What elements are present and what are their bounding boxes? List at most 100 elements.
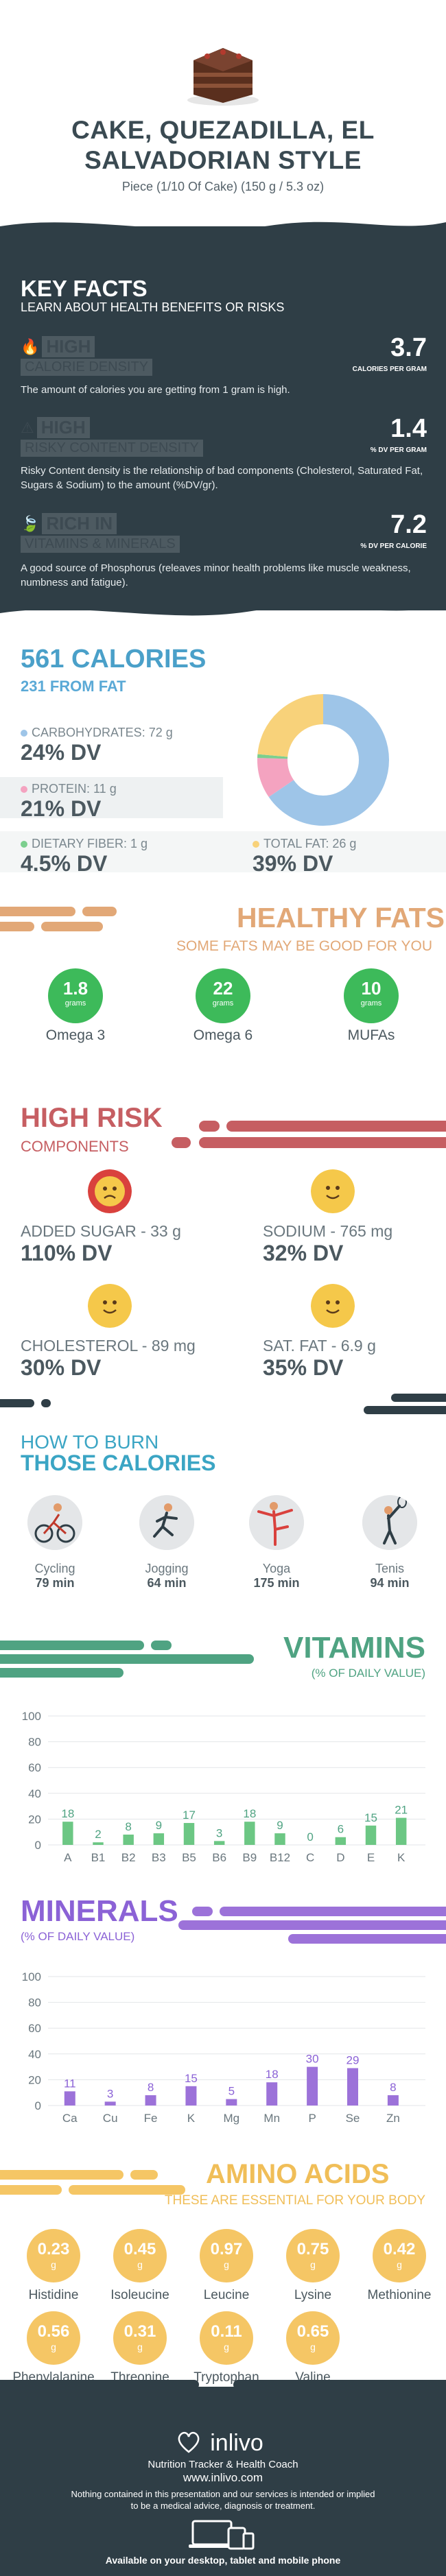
bar-value-label: 0: [307, 1830, 313, 1844]
bar-B5: [183, 1823, 195, 1845]
bar-value-label: 5: [228, 2085, 235, 2098]
y-tick-label: 20: [28, 2073, 41, 2086]
sad-face-icon: [88, 1169, 132, 1213]
vitamins-bar-chart: 0 20 40 60 80 100 18 A 2 B1 8 B2 9 B3 17 B5 3 B6 18 B9 9 B12 0…: [22, 1710, 425, 1864]
bar-B6: [213, 1841, 225, 1845]
amino-title: AMINO ACIDS: [206, 2159, 390, 2189]
bar-value-label: 6: [338, 1823, 344, 1836]
tennis-icon: [362, 1495, 417, 1550]
calories-from-fat: 231 FROM FAT: [21, 678, 126, 695]
amino-isoleucine: 0.45 g Isoleucine: [95, 2229, 185, 2303]
amino-value: 0.42: [383, 2240, 416, 2258]
yoga-icon: [249, 1495, 304, 1550]
bar-value-label: 2: [95, 1828, 101, 1841]
calories-donut-chart: [257, 694, 389, 826]
amino-lysine: 0.75 g Lysine: [268, 2229, 357, 2303]
activity-cycling: Cycling 79 min: [14, 1495, 96, 1590]
bar-value-label: 11: [64, 2077, 76, 2090]
footer-url[interactable]: www.inlivo.com: [183, 2471, 263, 2484]
x-tick-label: B3: [152, 1851, 166, 1864]
amino-circle: 0.65 g: [286, 2311, 340, 2365]
amino-value: 0.75: [296, 2240, 329, 2258]
bar-B2: [123, 1834, 134, 1845]
x-tick-label: Mg: [224, 2112, 240, 2125]
y-tick-label: 20: [28, 1813, 41, 1826]
fact-calorie-density: 🔥 HIGH CALORIE DENSITY: [21, 336, 153, 376]
amino-tryptophan: 0.11 g Tryptophan: [182, 2311, 271, 2385]
amino-unit: g: [51, 2341, 56, 2352]
x-tick-label: Se: [346, 2112, 360, 2125]
amino-circle: 0.42 g: [373, 2229, 426, 2282]
nutrient-fiber: DIETARY FIBER: 1 g 4.5% DV: [21, 837, 148, 876]
y-tick-label: 40: [28, 1787, 41, 1800]
amino-value: 0.23: [37, 2240, 70, 2258]
bar-value-label: 30: [306, 2053, 319, 2066]
bar-value-label: 21: [395, 1804, 408, 1817]
amino-histidine: 0.23 g Histidine: [9, 2229, 98, 2303]
amino-value: 0.31: [124, 2322, 156, 2341]
amino-circle: 0.56 g: [27, 2311, 80, 2365]
x-tick-label: A: [64, 1851, 72, 1864]
bar-value-label: 18: [243, 1807, 256, 1820]
serving-size: Piece (1/10 Of Cake) (150 g / 5.3 oz): [121, 180, 325, 193]
cycling-icon: [27, 1495, 82, 1550]
bar-Mn: [266, 2082, 278, 2106]
amino-circle: 0.45 g: [113, 2229, 167, 2282]
bar-D: [335, 1837, 347, 1845]
x-tick-label: P: [308, 2112, 316, 2125]
bar-B12: [274, 1833, 285, 1845]
bar-value-label: 9: [156, 1819, 162, 1832]
bar-value-label: 8: [148, 2081, 154, 2094]
happy-face-icon: [311, 1169, 355, 1213]
amino-circle: 0.11 g: [200, 2311, 253, 2365]
healthy-fats-title: HEALTHY FATS: [237, 902, 445, 933]
x-tick-label: B5: [182, 1851, 196, 1864]
bar-value-label: 18: [266, 2068, 279, 2081]
amino-name: Lysine: [294, 2288, 332, 2302]
decor-stripes: [0, 1394, 446, 1414]
fat-omega3: 1.8 grams Omega 3: [34, 968, 117, 1044]
amino-value: 0.45: [124, 2240, 156, 2258]
y-tick-label: 100: [22, 1710, 41, 1723]
key-facts-subtitle: LEARN ABOUT HEALTH BENEFITS OR RISKS: [21, 300, 285, 314]
y-tick-label: 0: [35, 1839, 41, 1852]
x-tick-label: B9: [242, 1851, 257, 1864]
bar-K: [185, 2086, 197, 2106]
bar-Mg: [226, 2099, 237, 2106]
flame-icon: 🔥: [21, 337, 40, 355]
amino-unit: g: [224, 2341, 229, 2352]
wave-divider: [0, 595, 446, 616]
amino-circle: 0.23 g: [27, 2229, 80, 2282]
high-risk-title: HIGH RISK: [21, 1103, 163, 1133]
amino-phenylalanine: 0.56 g Phenylalanine: [9, 2311, 98, 2385]
heart-logo-icon: [178, 2431, 200, 2453]
footer-available: Available on your desktop, tablet and mo…: [105, 2555, 341, 2566]
healthy-fats-subtitle: SOME FATS MAY BE GOOD FOR YOU: [176, 938, 432, 954]
high-risk-subtitle: COMPONENTS: [21, 1138, 129, 1155]
bar-E: [365, 1825, 377, 1845]
minerals-subtitle: (% OF DAILY VALUE): [21, 1930, 135, 1943]
nutrient-total-fat: TOTAL FAT: 26 g 39% DV: [253, 837, 357, 876]
amino-unit: g: [310, 2341, 316, 2352]
decor-stripes: [178, 1907, 446, 1944]
activity-yoga: Yoga 175 min: [235, 1495, 318, 1590]
bar-Fe: [145, 2095, 156, 2106]
footer-brand: inlivo: [210, 2430, 263, 2456]
x-tick-label: Fe: [144, 2112, 158, 2125]
bar-value-label: 17: [183, 1809, 196, 1822]
activity-tennis: Tenis 94 min: [349, 1495, 431, 1590]
amino-name: Isoleucine: [110, 2288, 169, 2302]
fat-circle: 1.8 grams: [48, 968, 103, 1023]
amino-unit: g: [51, 2259, 56, 2270]
burn-title-2: THOSE CALORIES: [21, 1451, 216, 1475]
key-facts-title: KEY FACTS: [21, 276, 148, 301]
y-tick-label: 0: [35, 2099, 41, 2112]
devices-icon: [189, 2520, 255, 2550]
vitamins-title: VITAMINS: [283, 1631, 425, 1665]
burn-title-1: HOW TO BURN: [21, 1431, 159, 1453]
amino-value: 0.97: [210, 2240, 243, 2258]
bar-value-label: 15: [364, 1811, 377, 1824]
minerals-title: MINERALS: [21, 1894, 178, 1928]
nutrient-protein: PROTEIN: 11 g 21% DV: [21, 782, 117, 821]
x-tick-label: Mn: [263, 2112, 280, 2125]
